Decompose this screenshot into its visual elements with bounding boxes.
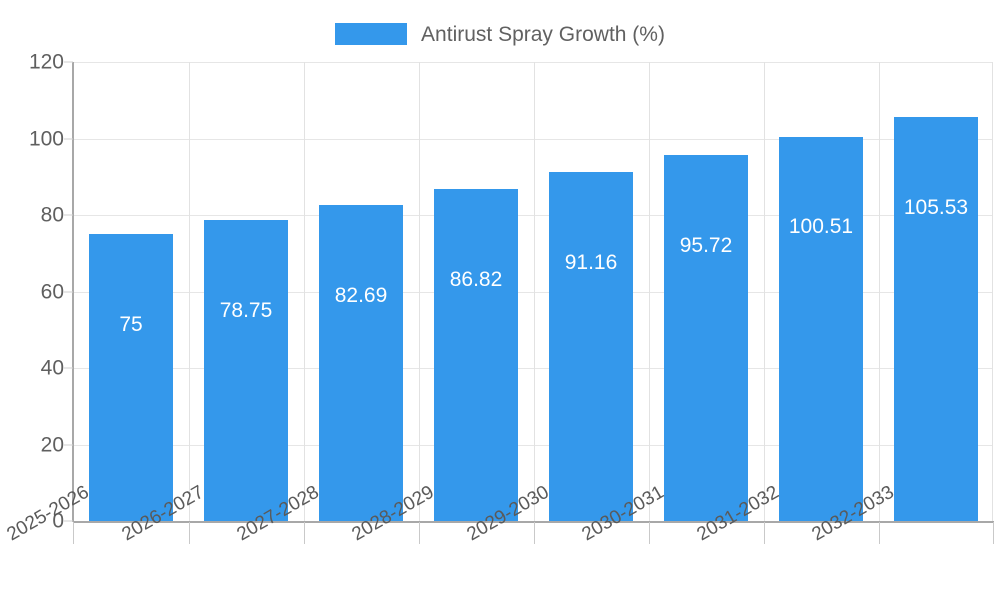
bar-2031-2032[interactable]: 100.51 [779, 136, 863, 521]
y-tick-mark [64, 138, 73, 139]
y-tick-label: 20 [40, 433, 64, 456]
y-tick-label: 60 [40, 280, 64, 303]
bar-value-label: 78.75 [219, 298, 273, 322]
chart-legend: Antirust Spray Growth (%) [0, 14, 1000, 54]
gridline-vertical [649, 62, 650, 521]
bar-2032-2033[interactable]: 105.53 [894, 117, 978, 521]
bar-value-label: 91.16 [564, 251, 618, 275]
y-tick-mark [64, 291, 73, 292]
y-tick-label: 120 [28, 50, 64, 74]
gridline-horizontal [73, 138, 993, 140]
bar-value-label: 82.69 [334, 283, 388, 307]
x-tick-mark [73, 522, 74, 544]
bar-value-label: 95.72 [679, 233, 733, 257]
legend-item-label: Antirust Spray Growth (%) [421, 22, 665, 46]
gridline-horizontal [73, 368, 993, 369]
y-tick-label: 40 [40, 356, 64, 380]
bar-2025-2026[interactable]: 75 [89, 234, 173, 521]
gridline-vertical [189, 62, 190, 521]
x-tick-mark [189, 522, 190, 544]
y-tick-mark [64, 520, 73, 522]
bar-2028-2029[interactable]: 86.82 [434, 188, 518, 521]
gridline-vertical [534, 62, 535, 521]
gridline-vertical [764, 62, 765, 521]
bar-value-label: 105.53 [903, 196, 969, 220]
x-axis-line [73, 521, 994, 523]
y-axis-line [72, 62, 74, 522]
gridline-vertical [879, 62, 880, 521]
y-tick-mark [64, 444, 73, 445]
y-tick-mark [64, 214, 73, 216]
y-tick-mark [64, 367, 73, 369]
legend-color-swatch-icon [335, 23, 408, 45]
bar-2030-2031[interactable]: 95.72 [664, 154, 748, 521]
legend-item-antirust-spray-growth[interactable]: Antirust Spray Growth (%) [335, 23, 665, 45]
x-tick-mark [993, 522, 994, 544]
bar-2029-2030[interactable]: 91.16 [549, 172, 633, 521]
bar-value-label: 86.82 [449, 267, 503, 291]
bar-value-label: 75 [119, 313, 143, 336]
gridline-vertical [304, 62, 305, 521]
gridline-vertical [419, 62, 420, 521]
y-tick-label: 80 [40, 203, 64, 227]
x-tick-mark [304, 522, 305, 544]
x-tick-mark [764, 522, 765, 544]
gridline-vertical [992, 62, 993, 521]
y-tick-label: 100 [28, 127, 64, 150]
bar-2026-2027[interactable]: 78.75 [204, 219, 288, 521]
gridline-horizontal [73, 291, 993, 293]
x-tick-mark [419, 522, 420, 544]
bar-value-label: 100.51 [788, 215, 854, 239]
y-tick-mark [64, 61, 73, 63]
x-tick-mark [534, 522, 535, 544]
gridline-horizontal [73, 444, 993, 446]
x-tick-mark [879, 522, 880, 544]
plot-area: 75 78.75 82.69 86.82 91.16 95.72 100.51 … [73, 62, 993, 521]
gridline-horizontal [73, 62, 993, 63]
bar-2027-2028[interactable]: 82.69 [319, 204, 403, 521]
x-tick-mark [649, 522, 650, 544]
gridline-horizontal [73, 215, 993, 216]
y-tick-label: 0 [52, 509, 64, 533]
